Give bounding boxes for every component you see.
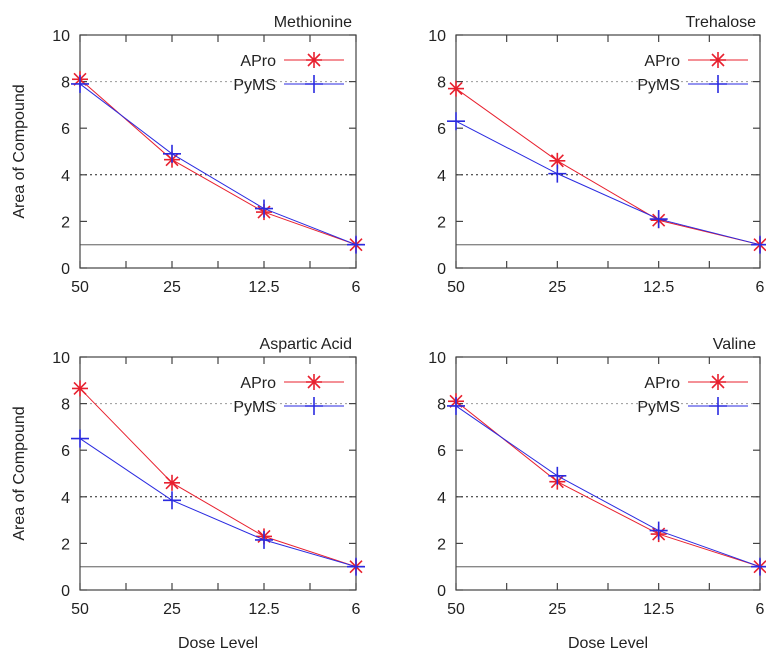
y-tick-label: 4 xyxy=(437,168,446,185)
data-point-pyms xyxy=(71,429,89,448)
series-line-apro xyxy=(79,78,357,246)
x-tick-label: 25 xyxy=(163,279,181,296)
series-line-pyms xyxy=(79,83,357,246)
y-tick-label: 2 xyxy=(61,214,70,231)
data-point-pyms xyxy=(255,199,273,218)
x-tick-label: 50 xyxy=(447,279,465,296)
data-point-apro xyxy=(549,152,566,169)
data-point-pyms xyxy=(71,74,89,93)
y-tick-label: 0 xyxy=(61,261,70,278)
x-tick-label: 50 xyxy=(71,601,89,618)
legend-marker-pyms xyxy=(709,397,727,415)
y-tick-label: 10 xyxy=(52,350,70,367)
y-axis-label: Area of Compound xyxy=(11,84,28,218)
series-line-apro xyxy=(79,388,357,568)
legend-label-pyms: PyMS xyxy=(637,399,680,416)
data-point-pyms xyxy=(347,235,365,254)
data-point-pyms xyxy=(347,557,365,576)
y-tick-label: 10 xyxy=(428,28,446,45)
y-tick-label: 6 xyxy=(61,121,70,138)
y-tick-label: 8 xyxy=(437,75,446,92)
legend-label-pyms: PyMS xyxy=(637,77,680,94)
x-tick-label: 6 xyxy=(756,601,765,618)
legend-label-pyms: PyMS xyxy=(233,399,276,416)
x-tick-label: 6 xyxy=(352,279,361,296)
data-point-pyms xyxy=(548,164,567,183)
x-tick-label: 25 xyxy=(548,279,566,296)
x-tick-label: 12.5 xyxy=(643,279,674,296)
plot-frame xyxy=(455,356,761,591)
y-tick-label: 6 xyxy=(437,121,446,138)
y-tick-label: 4 xyxy=(61,490,70,507)
legend-marker-pyms xyxy=(709,75,727,93)
data-point-pyms xyxy=(751,235,766,254)
y-tick-label: 6 xyxy=(61,443,70,460)
y-tick-label: 0 xyxy=(61,583,70,600)
legend-label-apro: APro xyxy=(644,375,680,392)
y-tick-label: 0 xyxy=(437,261,446,278)
y-tick-label: 4 xyxy=(437,490,446,507)
y-axis-label: Area of Compound xyxy=(11,406,28,540)
data-point-pyms xyxy=(163,491,181,510)
y-tick-label: 8 xyxy=(61,75,70,92)
chart-title: Valine xyxy=(713,336,756,353)
x-tick-label: 25 xyxy=(548,601,566,618)
data-point-apro xyxy=(448,80,464,97)
x-tick-label: 6 xyxy=(352,601,361,618)
legend-label-pyms: PyMS xyxy=(233,77,276,94)
data-point-pyms xyxy=(447,112,465,131)
legend-marker-apro xyxy=(710,374,726,390)
data-point-pyms xyxy=(548,466,567,485)
chart-title: Trehalose xyxy=(685,14,756,31)
x-axis-label: Dose Level xyxy=(178,635,258,652)
legend-marker-apro xyxy=(306,52,322,68)
series-line-pyms xyxy=(79,438,357,568)
y-tick-label: 8 xyxy=(61,397,70,414)
plot-frame xyxy=(79,34,357,269)
series-line-apro xyxy=(455,88,761,246)
chart-panel-4: 0 2 4 6 8 10 50 25 12.5 6 Valine Dose Level APro PyMS xyxy=(428,336,766,652)
x-tick-label: 12.5 xyxy=(248,279,279,296)
x-axis-label: Dose Level xyxy=(568,635,648,652)
y-tick-label: 0 xyxy=(437,583,446,600)
series-line-apro xyxy=(455,400,761,568)
data-point-pyms xyxy=(649,210,668,229)
y-tick-label: 2 xyxy=(437,214,446,231)
legend-label-apro: APro xyxy=(240,375,276,392)
chart-title: Methionine xyxy=(274,14,352,31)
data-point-pyms xyxy=(163,144,181,163)
x-tick-label: 50 xyxy=(71,279,89,296)
data-point-pyms xyxy=(255,530,273,549)
y-tick-label: 10 xyxy=(428,350,446,367)
data-point-pyms xyxy=(649,521,668,540)
series-line-pyms xyxy=(455,120,761,246)
legend-label-apro: APro xyxy=(240,53,276,70)
y-tick-label: 8 xyxy=(437,397,446,414)
x-tick-label: 25 xyxy=(163,601,181,618)
x-tick-label: 50 xyxy=(447,601,465,618)
legend-marker-apro xyxy=(710,52,726,68)
chart-title: Aspartic Acid xyxy=(260,336,352,353)
y-tick-label: 6 xyxy=(437,443,446,460)
x-tick-label: 12.5 xyxy=(248,601,279,618)
chart-panel-2: 0 2 4 6 8 10 50 25 12.5 6 Trehalose APro PyMS xyxy=(428,14,766,296)
legend-marker-pyms xyxy=(305,397,323,415)
data-point-pyms xyxy=(447,396,465,415)
chart-panel-1: 0 2 4 6 8 10 50 25 12.5 6 Methionine Area of Compou… xyxy=(11,14,365,296)
y-tick-label: 2 xyxy=(61,536,70,553)
legend-marker-apro xyxy=(306,374,322,390)
x-tick-label: 12.5 xyxy=(643,601,674,618)
legend-label-apro: APro xyxy=(644,53,680,70)
y-tick-label: 2 xyxy=(437,536,446,553)
series-line-pyms xyxy=(455,405,761,568)
legend-marker-pyms xyxy=(305,75,323,93)
data-point-apro xyxy=(164,474,180,491)
data-point-pyms xyxy=(751,557,766,576)
y-tick-label: 10 xyxy=(52,28,70,45)
y-tick-label: 4 xyxy=(61,168,70,185)
chart-panel-3: 0 2 4 6 8 10 50 25 12.5 6 Aspartic Acid Area of Com… xyxy=(11,336,365,652)
x-tick-label: 6 xyxy=(756,279,765,296)
data-point-apro xyxy=(72,380,88,397)
